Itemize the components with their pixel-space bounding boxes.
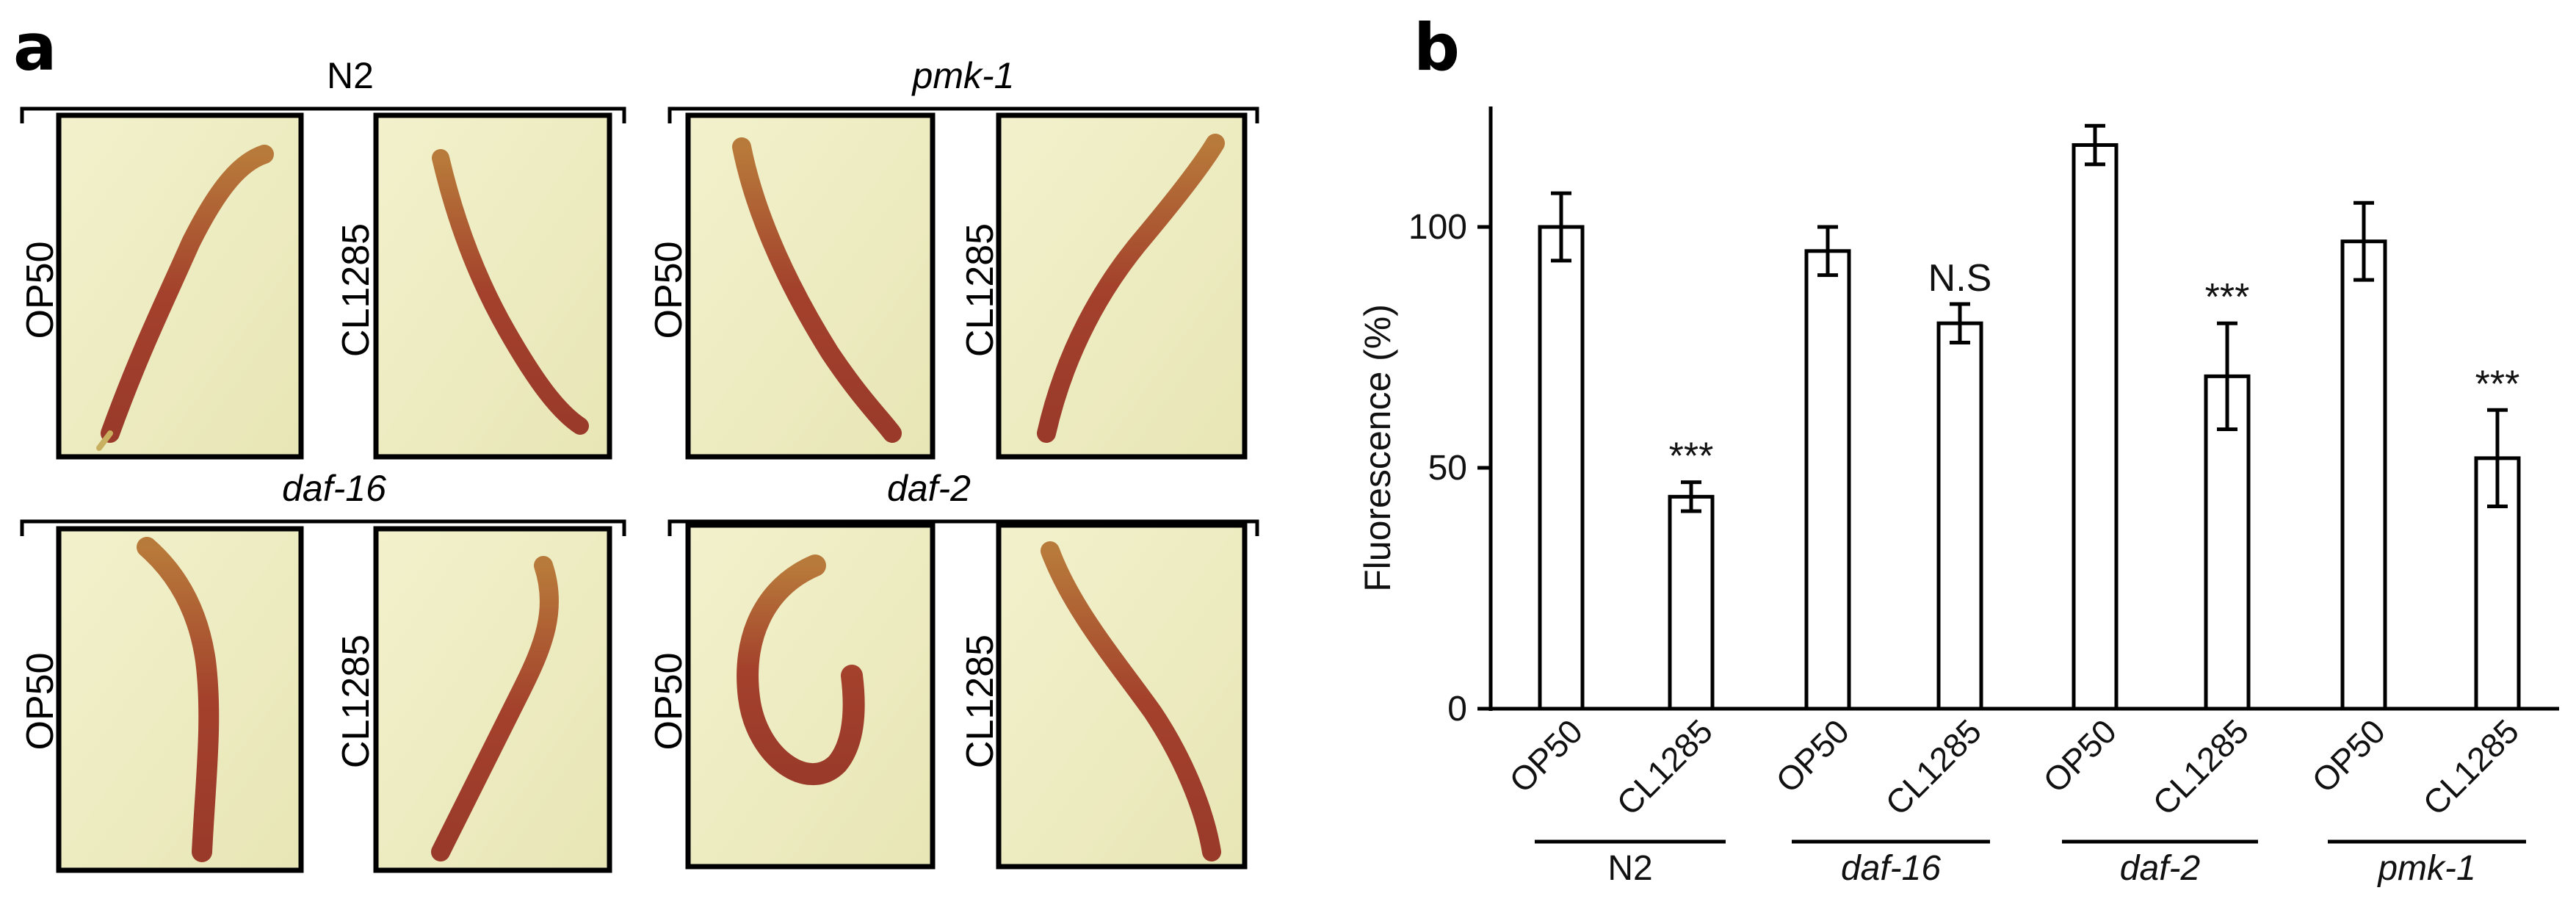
bar [1804,249,1851,711]
worm-photo-daf-16-cl1285 [373,526,612,873]
group-pmk-1: pmk-1 OP50 CL1285 [648,55,1259,460]
error-bar [2354,200,2374,282]
group-title-daf-2: daf-2 [887,468,971,509]
bar [1936,321,1983,711]
worm-photo-daf-2-op50 [685,522,936,870]
panel-b-letter: b [1414,10,1460,85]
group-daf-2: daf-2 OP50 CL1285 [648,468,1259,870]
label-op50: OP50 [19,242,62,339]
group-daf-16: daf-16 OP50 CL1285 [19,468,626,873]
y-tick-label: 100 [1408,208,1467,247]
category-label: CL1285 [2145,712,2256,823]
group-label: daf-2 [2120,849,2200,888]
label-cl1285: CL1285 [959,223,1002,357]
group-bracket [667,519,1259,536]
group-bracket [20,106,626,123]
error-bar [2217,321,2237,432]
y-tick-label: 50 [1428,449,1467,488]
significance-label: *** [2205,276,2250,319]
group-title-daf-16: daf-16 [282,468,386,509]
error-bar [2085,123,2105,167]
label-op50: OP50 [648,242,690,339]
label-op50: OP50 [648,653,690,751]
category-label: CL1285 [1609,712,1720,823]
worm-photo-daf-2-cl1285 [996,522,1248,870]
significance-label: *** [2475,363,2520,405]
error-bar [1950,302,1970,344]
group-title-pmk-1: pmk-1 [911,55,1015,96]
group-labels: N2 daf-16 daf-2 pmk-1 [1535,839,2526,888]
error-bar [2487,408,2508,508]
significance-label: *** [1669,436,1714,478]
y-ticks: 0 50 100 [1408,208,1491,729]
group-n2: N2 OP50 CL1285 [19,55,626,460]
label-cl1285: CL1285 [335,223,377,357]
category-labels: OP50 CL1285 OP50 CL1285 OP50 CL1285 OP50 CL1285 [1502,712,2526,823]
bars [1538,142,2521,711]
worm-photo-n2-cl1285 [373,112,612,460]
category-label: OP50 [2036,712,2124,800]
worm-photo-pmk-1-op50 [685,112,936,460]
panel-b: b Fluorescence (%) 0 50 100 *** N.S *** *** O… [1357,10,2559,888]
category-label: OP50 [2304,712,2392,800]
bar [2204,374,2251,711]
significance-label: N.S [1928,257,1992,300]
category-label: OP50 [1502,712,1590,800]
group-label: daf-16 [1841,849,1941,888]
error-bar [1817,225,1838,278]
group-bracket [20,519,626,536]
panel-a-letter: a [13,10,57,85]
category-label: OP50 [1768,712,1856,800]
worm-photo-pmk-1-cl1285 [996,112,1248,460]
bar [1538,225,1585,711]
bar [1668,494,1715,711]
category-label: CL1285 [1878,712,1989,823]
label-op50: OP50 [19,653,62,751]
y-axis-title: Fluorescence (%) [1357,304,1398,592]
label-cl1285: CL1285 [959,635,1002,768]
group-label: N2 [1607,849,1652,888]
group-label: pmk-1 [2376,849,2475,888]
significance-labels: *** N.S *** *** [1669,257,2520,478]
group-bracket [667,106,1259,123]
category-label: CL1285 [2415,712,2526,823]
worm-photo-daf-16-op50 [56,526,304,873]
bar [2340,239,2387,711]
label-cl1285: CL1285 [335,635,377,768]
y-tick-label: 0 [1447,690,1467,729]
error-bar [1551,191,1571,263]
panel-a: a N2 OP50 CL1285 pmk-1 [13,10,1259,873]
group-title-n2: N2 [327,55,374,96]
worm-photo-n2-op50 [56,112,304,460]
error-bar [1681,480,1701,513]
bar [2072,142,2119,711]
error-bars [1551,123,2508,513]
